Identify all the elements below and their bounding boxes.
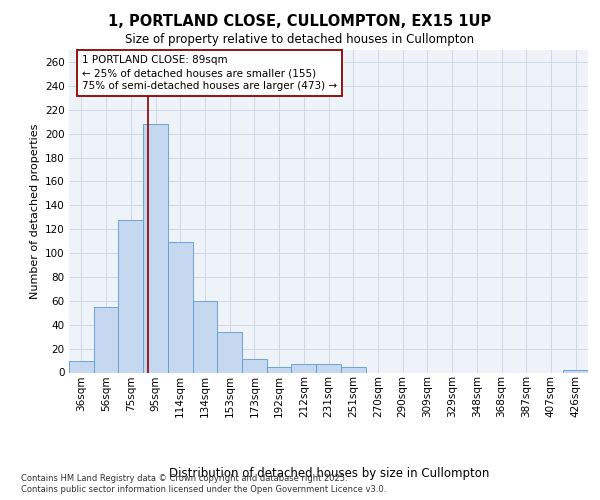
Bar: [168, 242, 193, 372]
Text: Size of property relative to detached houses in Cullompton: Size of property relative to detached ho…: [125, 33, 475, 46]
Bar: [217, 332, 242, 372]
Bar: [69, 360, 94, 372]
Bar: [292, 364, 316, 372]
Bar: [118, 220, 143, 372]
Bar: [193, 301, 217, 372]
Text: 1, PORTLAND CLOSE, CULLOMPTON, EX15 1UP: 1, PORTLAND CLOSE, CULLOMPTON, EX15 1UP: [109, 14, 491, 29]
Y-axis label: Number of detached properties: Number of detached properties: [29, 124, 40, 299]
Text: Distribution of detached houses by size in Cullompton: Distribution of detached houses by size …: [169, 468, 489, 480]
Bar: [563, 370, 588, 372]
Bar: [267, 366, 292, 372]
Bar: [341, 366, 365, 372]
Text: Contains public sector information licensed under the Open Government Licence v3: Contains public sector information licen…: [21, 485, 386, 494]
Bar: [94, 307, 118, 372]
Bar: [242, 360, 267, 372]
Bar: [316, 364, 341, 372]
Text: Contains HM Land Registry data © Crown copyright and database right 2025.: Contains HM Land Registry data © Crown c…: [21, 474, 347, 483]
Bar: [143, 124, 168, 372]
Text: 1 PORTLAND CLOSE: 89sqm
← 25% of detached houses are smaller (155)
75% of semi-d: 1 PORTLAND CLOSE: 89sqm ← 25% of detache…: [82, 55, 337, 91]
